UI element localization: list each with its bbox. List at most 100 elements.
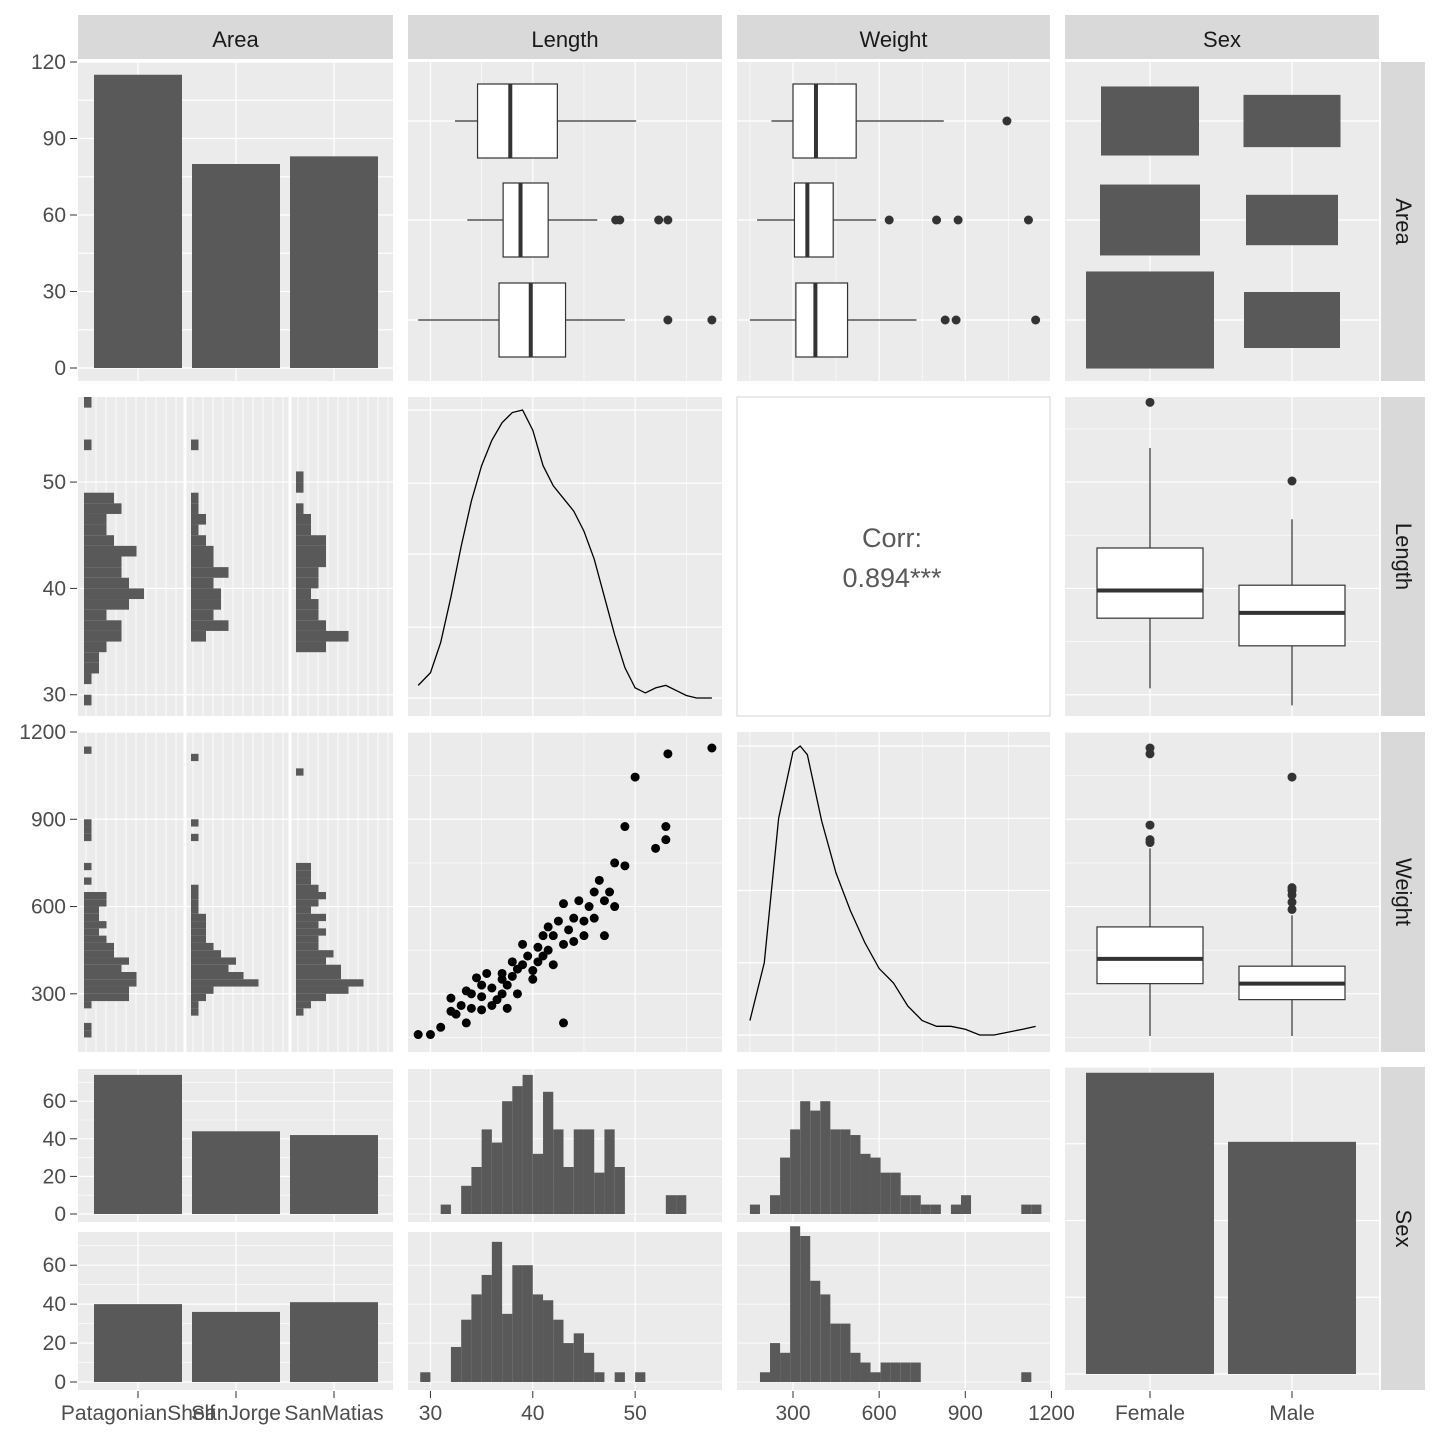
weight-hist-bar <box>191 1001 199 1009</box>
weight-hist-by-sex-bar <box>840 1129 851 1214</box>
scatter-point <box>548 931 558 941</box>
weight-hist-bar <box>296 957 326 965</box>
length-hist-by-sex-bar <box>450 1346 462 1382</box>
weight-hist-bar <box>191 986 214 994</box>
scatter-point <box>579 916 589 926</box>
scatter-point <box>559 1018 568 1028</box>
weight-hist-by-sex-bar <box>860 1153 871 1214</box>
scatter-point <box>538 951 548 961</box>
panel-weight-hist-by-area <box>78 732 393 1052</box>
length-hist-by-sex-bar <box>553 1129 564 1214</box>
scatter-point <box>579 931 589 941</box>
top-strip-label: Sex <box>1203 27 1241 52</box>
weight-hist-bar <box>296 950 334 958</box>
weight-hist-by-sex-bar <box>820 1101 831 1214</box>
scatter-point <box>610 902 620 912</box>
x-tick-label-sex: Female <box>1115 1402 1185 1425</box>
weight-hist-bar <box>296 913 326 922</box>
scatter-point <box>461 1018 471 1028</box>
area-bar <box>94 74 182 368</box>
weight-by-area-outlier <box>940 315 950 325</box>
correlation-label: Corr: <box>862 523 922 553</box>
weight-hist-bar <box>296 877 311 885</box>
weight-hist-bar <box>191 964 229 972</box>
length-hist-by-sex-bar <box>512 1265 523 1382</box>
length-hist-bar <box>296 545 326 557</box>
weight-by-sex-outlier <box>1287 897 1297 907</box>
scatter-point <box>451 1009 461 1019</box>
scatter-point <box>707 743 717 753</box>
weight-hist-by-sex-bar <box>900 1195 911 1214</box>
weight-hist-bar <box>296 899 319 907</box>
weight-hist-by-sex-bar <box>1021 1204 1032 1214</box>
right-strip <box>1381 732 1425 1052</box>
length-hist-bar <box>296 471 304 483</box>
length-hist-by-sex-bar <box>583 1129 595 1214</box>
length-hist-by-sex-bar <box>491 1241 503 1382</box>
weight-hist-by-sex-bar <box>900 1362 911 1382</box>
length-hist-bar <box>84 577 129 589</box>
length-hist-bar <box>84 673 92 685</box>
length-by-sex-outlier <box>1145 397 1155 407</box>
x-tick-label-length: 50 <box>623 1402 646 1425</box>
length-hist-by-sex-bar <box>532 1294 544 1382</box>
length-hist-by-sex-bar <box>543 1091 554 1214</box>
weight-by-sex-outlier <box>1287 772 1297 782</box>
length-hist-bar <box>191 567 229 578</box>
length-hist-bar <box>191 588 221 600</box>
weight-hist-by-sex-bar <box>830 1129 841 1214</box>
length-hist-by-sex-bar <box>553 1319 564 1382</box>
weight-hist-bar <box>296 942 319 951</box>
weight-hist-bar <box>191 833 199 842</box>
area-by-sex-bar <box>94 1074 182 1214</box>
weight-hist-bar <box>191 899 199 907</box>
length-hist-bar <box>296 556 326 568</box>
y-tick-label-length: 30 <box>43 684 66 707</box>
length-by-area-outlier <box>654 215 664 225</box>
length-hist-bar <box>191 620 229 631</box>
scatter-point <box>584 902 594 912</box>
weight-hist-bar <box>191 957 236 965</box>
length-hist-by-sex-bar <box>563 1167 574 1214</box>
length-hist-bar <box>84 588 144 600</box>
weight-hist-bar <box>84 957 129 965</box>
weight-density-line <box>749 745 1036 1036</box>
weight-hist-by-sex-bar <box>860 1362 871 1382</box>
weight-hist-bar <box>84 913 99 922</box>
scatter-point <box>456 1000 466 1010</box>
x-tick-label-length: 40 <box>521 1402 544 1425</box>
weight-by-area-outlier <box>884 215 894 225</box>
weight-hist-bar <box>191 950 221 958</box>
length-hist-bar <box>296 524 311 536</box>
x-tick-label-weight: 300 <box>775 1402 810 1425</box>
length-hist-bar <box>84 556 122 568</box>
y-tick-label-weight: 1200 <box>19 721 66 744</box>
right-strip <box>1381 62 1425 381</box>
mosaic-tile <box>1246 194 1338 246</box>
panel-weight-by-area <box>737 62 1050 381</box>
area-bar <box>290 156 378 368</box>
y-tick-label-count: 30 <box>43 281 66 304</box>
panel-weight-density <box>737 732 1050 1052</box>
scatter-point <box>497 974 507 984</box>
panel-weight-by-sex <box>1065 732 1379 1052</box>
length-hist-bar <box>84 599 129 610</box>
scatter-point <box>594 875 604 885</box>
scatter-point <box>599 931 609 941</box>
weight-hist-by-sex-bar <box>830 1323 841 1382</box>
length-hist-by-sex-bar <box>481 1129 492 1214</box>
length-hist-by-sex-bar <box>676 1195 687 1214</box>
weight-hist-bar <box>191 921 206 929</box>
length-hist-by-sex-bar <box>522 1265 533 1382</box>
weight-hist-bar <box>191 892 199 900</box>
length-hist-by-sex-bar <box>461 1319 472 1382</box>
area-by-sex-bar <box>290 1302 378 1382</box>
length-density-line <box>417 409 712 699</box>
scatter-point <box>477 980 487 990</box>
y-tick-label-count: 60 <box>43 204 66 227</box>
weight-by-area-box <box>792 83 857 159</box>
scatter-point <box>661 822 671 832</box>
y-tick-label-sex-count: 40 <box>43 1128 66 1151</box>
scatter-point <box>523 951 533 961</box>
